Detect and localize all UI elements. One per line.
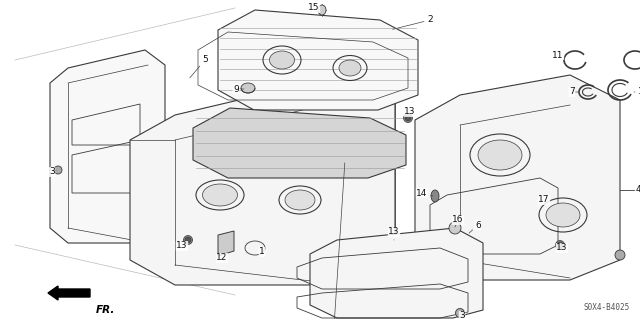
Text: 13: 13	[556, 243, 568, 253]
Text: 3: 3	[459, 311, 465, 319]
Text: 1: 1	[259, 248, 265, 256]
Text: FR.: FR.	[96, 305, 115, 315]
Ellipse shape	[431, 190, 439, 202]
Ellipse shape	[403, 114, 413, 122]
Text: S0X4-B4025: S0X4-B4025	[584, 303, 630, 312]
Text: 13: 13	[404, 108, 416, 118]
Text: 17: 17	[538, 196, 550, 204]
Text: 11: 11	[552, 50, 565, 62]
Ellipse shape	[556, 241, 564, 249]
Polygon shape	[218, 10, 418, 110]
Text: 14: 14	[416, 189, 433, 197]
Ellipse shape	[184, 235, 193, 244]
Ellipse shape	[318, 5, 326, 15]
Ellipse shape	[449, 222, 461, 234]
Text: 7: 7	[569, 87, 578, 97]
Text: 16: 16	[452, 216, 464, 227]
Ellipse shape	[185, 237, 191, 243]
Text: 4: 4	[635, 186, 640, 195]
Text: 10: 10	[634, 87, 640, 97]
Text: 9: 9	[233, 85, 244, 93]
Ellipse shape	[546, 203, 580, 227]
Text: 2: 2	[393, 16, 433, 29]
Polygon shape	[218, 231, 234, 256]
Ellipse shape	[285, 190, 315, 210]
Ellipse shape	[269, 51, 294, 69]
Ellipse shape	[202, 184, 237, 206]
Ellipse shape	[478, 140, 522, 170]
Polygon shape	[415, 75, 620, 280]
Ellipse shape	[456, 308, 465, 317]
Ellipse shape	[241, 83, 255, 93]
Ellipse shape	[615, 250, 625, 260]
Ellipse shape	[557, 242, 563, 248]
Ellipse shape	[339, 60, 361, 76]
Text: 15: 15	[308, 4, 320, 14]
Ellipse shape	[54, 166, 62, 174]
Text: 5: 5	[190, 56, 208, 78]
Text: 13: 13	[388, 227, 400, 240]
Text: 12: 12	[216, 253, 228, 263]
Text: 11: 11	[0, 318, 1, 319]
Polygon shape	[193, 108, 406, 178]
Polygon shape	[310, 228, 483, 318]
Ellipse shape	[405, 115, 411, 121]
Text: 8: 8	[327, 163, 345, 319]
Text: 13: 13	[176, 241, 188, 250]
FancyArrow shape	[48, 286, 90, 300]
Text: 3: 3	[49, 167, 56, 176]
Polygon shape	[50, 50, 165, 243]
Text: 6: 6	[469, 220, 481, 233]
Polygon shape	[130, 75, 395, 285]
